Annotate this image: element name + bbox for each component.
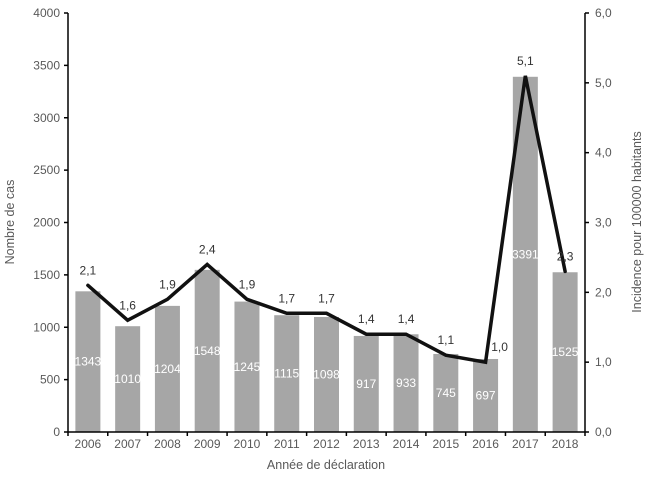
y-axis-right-tick-labels: 0,0 1,0 2,0 3,0 4,0 5,0 6,0 — [595, 6, 612, 439]
y-axis-left-title: Nombre de cas — [3, 180, 17, 265]
bar-2009 — [194, 269, 220, 432]
y-right-tick-label: 1,0 — [595, 355, 612, 369]
bar-label-2011: 1115 — [274, 367, 299, 381]
bar-label-2017: 3391 — [512, 247, 539, 261]
bar-2010 — [234, 301, 260, 432]
bar-label-2010: 1245 — [234, 360, 261, 374]
bar-2006 — [75, 291, 101, 432]
line-series — [86, 75, 567, 365]
line-label-2011: 1,7 — [278, 291, 295, 305]
bar-label-2006: 1343 — [75, 355, 102, 369]
bar-label-2018: 1525 — [552, 345, 579, 359]
bar-label-2008: 1204 — [154, 362, 181, 376]
line-label-2016: 1,0 — [491, 340, 508, 354]
y-right-tick-label: 0,0 — [595, 425, 612, 439]
y-left-tick-label: 3500 — [33, 58, 60, 72]
x-tick-label-2010: 2010 — [234, 437, 261, 451]
bar-2018 — [552, 272, 578, 432]
bar-2014 — [393, 334, 419, 432]
bar-2007 — [115, 326, 141, 432]
x-tick-label-2014: 2014 — [393, 437, 420, 451]
y-left-tick-label: 2000 — [33, 216, 60, 230]
bar-label-2016: 697 — [476, 388, 496, 402]
x-tick-label-2012: 2012 — [313, 437, 340, 451]
bar-data-labels: 1343 1010 1204 1548 1245 1115 1098 917 933 745 697… — [75, 247, 579, 402]
x-tick-label-2008: 2008 — [154, 437, 181, 451]
x-tick-label-2011: 2011 — [274, 437, 300, 451]
y-right-tick-label: 4,0 — [595, 146, 612, 160]
y-left-tick-label: 0 — [53, 425, 60, 439]
y-axis-right-title: Incidence pour 100000 habitants — [630, 131, 644, 312]
y-left-tick-label: 3000 — [33, 111, 60, 125]
line-label-2009: 2,4 — [199, 242, 216, 256]
bar-label-2009: 1548 — [194, 344, 221, 358]
x-tick-label-2018: 2018 — [552, 437, 579, 451]
y-left-tick-label: 500 — [40, 373, 60, 387]
bar-2011 — [274, 315, 300, 432]
y-left-tick-label: 4000 — [33, 6, 60, 20]
line-label-2006: 2,1 — [80, 263, 97, 277]
x-tick-label-2007: 2007 — [114, 437, 141, 451]
x-axis-title: Année de déclaration — [267, 458, 385, 472]
bar-label-2013: 917 — [356, 377, 376, 391]
line-label-2018: 2,3 — [557, 249, 574, 263]
x-tick-label-2009: 2009 — [194, 437, 221, 451]
x-tick-label-2006: 2006 — [75, 437, 102, 451]
x-axis-tick-labels: 2006 2007 2008 2009 2010 2011 2012 2013 2014 2015… — [75, 437, 579, 451]
line-label-2012: 1,7 — [318, 291, 335, 305]
bar-2008 — [154, 305, 180, 432]
line-label-2008: 1,9 — [159, 277, 176, 291]
line-label-2017: 5,1 — [517, 54, 534, 68]
line-label-2007: 1,6 — [119, 298, 136, 312]
bar-series — [75, 76, 578, 432]
line-label-2013: 1,4 — [358, 312, 375, 326]
incidence-line — [86, 75, 567, 365]
bar-2013 — [353, 335, 379, 432]
bar-2012 — [314, 316, 339, 432]
bar-2015 — [433, 353, 459, 432]
y-left-tick-label: 2500 — [33, 163, 60, 177]
y-right-tick-label: 6,0 — [595, 6, 612, 20]
bar-label-2012: 1098 — [313, 367, 340, 381]
bar-2016 — [473, 358, 499, 432]
line-label-2015: 1,1 — [437, 333, 454, 347]
line-label-2010: 1,9 — [239, 277, 256, 291]
y-right-tick-label: 2,0 — [595, 285, 612, 299]
y-right-tick-label: 3,0 — [595, 216, 612, 230]
y-left-tick-label: 1500 — [33, 268, 60, 282]
line-label-2014: 1,4 — [398, 312, 415, 326]
y-axis-left-tick-labels: 0 500 1000 1500 2000 2500 3000 3500 4000 — [33, 6, 60, 439]
y-right-tick-label: 5,0 — [595, 76, 612, 90]
bar-label-2015: 745 — [436, 386, 456, 400]
x-tick-label-2017: 2017 — [512, 437, 539, 451]
x-tick-label-2015: 2015 — [432, 437, 459, 451]
x-tick-label-2013: 2013 — [353, 437, 380, 451]
x-tick-label-2016: 2016 — [472, 437, 499, 451]
line-data-labels: 2,1 1,6 1,9 2,4 1,9 1,7 1,7 1,4 1,4 1,1 1,0 5,1 2,3 — [80, 54, 574, 354]
bar-label-2007: 1010 — [114, 372, 141, 386]
axes — [64, 12, 589, 436]
bar-label-2014: 933 — [396, 376, 416, 390]
y-left-tick-label: 1000 — [33, 320, 60, 334]
